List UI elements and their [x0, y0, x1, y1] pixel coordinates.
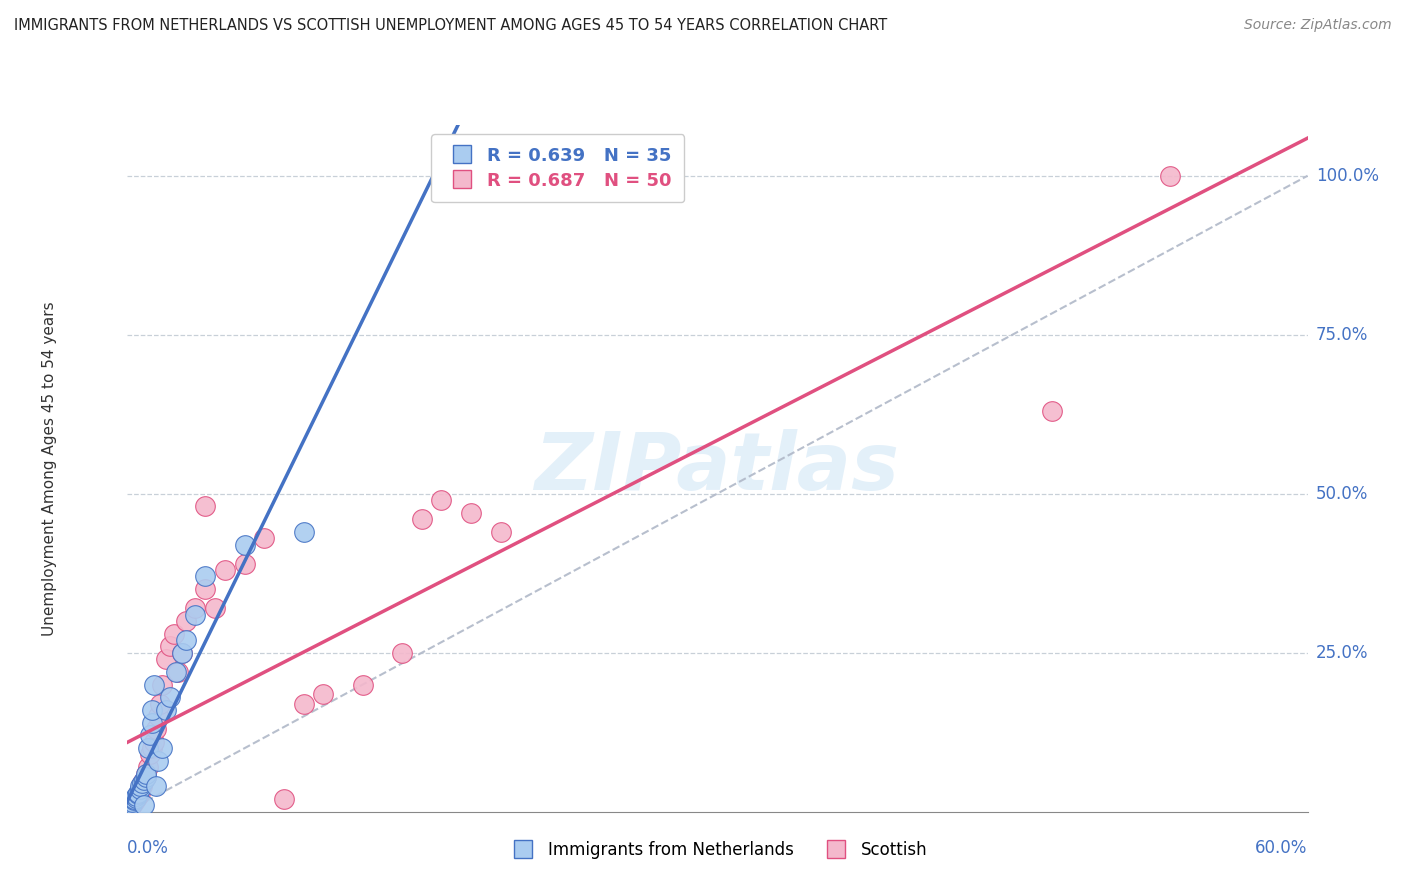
Point: [155, 703, 177, 717]
Point: [159, 640, 181, 654]
Point: [129, 782, 152, 797]
Point: [127, 786, 149, 800]
Point: [139, 747, 162, 762]
Point: [139, 728, 162, 742]
Text: 25.0%: 25.0%: [1316, 644, 1368, 662]
Point: [125, 789, 148, 803]
Point: [135, 770, 157, 784]
Point: [127, 787, 149, 801]
Point: [155, 652, 177, 666]
Point: [135, 766, 157, 780]
Point: [134, 798, 156, 813]
Legend: Immigrants from Netherlands, Scottish: Immigrants from Netherlands, Scottish: [501, 834, 934, 865]
Point: [131, 776, 153, 790]
Point: [141, 703, 163, 717]
Point: [135, 766, 157, 780]
Point: [170, 646, 193, 660]
Point: [125, 790, 148, 805]
Point: [149, 697, 172, 711]
Point: [312, 687, 335, 701]
Point: [273, 792, 295, 806]
Text: 75.0%: 75.0%: [1316, 326, 1368, 343]
Text: 100.0%: 100.0%: [1316, 167, 1379, 185]
Point: [120, 799, 142, 814]
Point: [136, 741, 159, 756]
Point: [352, 677, 374, 691]
Point: [194, 582, 217, 596]
Point: [430, 493, 453, 508]
Point: [121, 795, 143, 809]
Point: [411, 512, 433, 526]
Point: [120, 801, 142, 815]
Point: [146, 754, 169, 768]
Point: [253, 531, 276, 545]
Text: 50.0%: 50.0%: [1316, 484, 1368, 503]
Point: [204, 601, 226, 615]
Point: [131, 776, 153, 790]
Point: [129, 782, 152, 797]
Text: 0.0%: 0.0%: [127, 839, 169, 857]
Point: [391, 646, 413, 660]
Point: [135, 770, 157, 784]
Point: [146, 709, 169, 723]
Point: [121, 797, 143, 811]
Point: [194, 569, 217, 583]
Point: [125, 790, 148, 805]
Text: 60.0%: 60.0%: [1256, 839, 1308, 857]
Text: Unemployment Among Ages 45 to 54 years: Unemployment Among Ages 45 to 54 years: [42, 301, 58, 636]
Point: [120, 799, 142, 814]
Point: [136, 760, 159, 774]
Text: ZIPatlas: ZIPatlas: [534, 429, 900, 508]
Point: [121, 797, 143, 811]
Point: [233, 538, 256, 552]
Point: [129, 779, 152, 793]
Point: [131, 779, 153, 793]
Point: [184, 601, 207, 615]
Point: [233, 557, 256, 571]
Point: [121, 798, 143, 813]
Point: [124, 792, 146, 806]
Point: [166, 665, 188, 679]
Point: [1040, 404, 1063, 418]
Point: [117, 801, 139, 815]
Point: [145, 722, 167, 736]
Point: [174, 633, 197, 648]
Point: [145, 779, 167, 793]
Point: [292, 697, 315, 711]
Point: [165, 665, 187, 679]
Point: [194, 500, 217, 514]
Point: [143, 677, 166, 691]
Point: [125, 792, 148, 806]
Point: [214, 563, 236, 577]
Point: [141, 741, 163, 756]
Point: [124, 795, 146, 809]
Point: [159, 690, 181, 705]
Point: [134, 772, 156, 787]
Point: [184, 607, 207, 622]
Point: [489, 524, 512, 539]
Point: [150, 677, 173, 691]
Point: [460, 506, 482, 520]
Point: [174, 614, 197, 628]
Point: [143, 735, 166, 749]
Point: [124, 793, 146, 807]
Point: [117, 803, 139, 817]
Point: [127, 789, 149, 803]
Point: [127, 787, 149, 801]
Point: [170, 646, 193, 660]
Point: [141, 715, 163, 730]
Point: [292, 524, 315, 539]
Point: [1159, 169, 1181, 183]
Point: [150, 741, 173, 756]
Text: IMMIGRANTS FROM NETHERLANDS VS SCOTTISH UNEMPLOYMENT AMONG AGES 45 TO 54 YEARS C: IMMIGRANTS FROM NETHERLANDS VS SCOTTISH …: [14, 18, 887, 33]
Point: [163, 626, 186, 640]
Point: [120, 798, 142, 813]
Text: Source: ZipAtlas.com: Source: ZipAtlas.com: [1244, 18, 1392, 32]
Point: [129, 786, 152, 800]
Point: [124, 793, 146, 807]
Point: [134, 772, 156, 787]
